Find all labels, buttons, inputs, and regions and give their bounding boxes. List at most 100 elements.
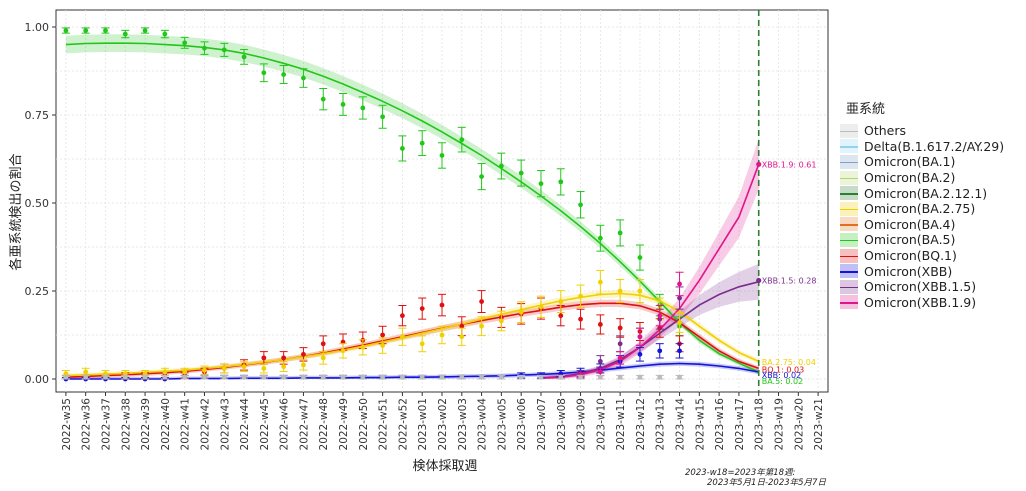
data-point [281, 364, 287, 370]
data-point [578, 374, 583, 380]
legend-swatch [840, 154, 858, 169]
end-label-marker [756, 161, 762, 167]
data-point [301, 75, 306, 81]
data-point [439, 374, 445, 380]
ribbon [65, 289, 759, 378]
data-point [103, 28, 108, 33]
end-label-marker [756, 277, 762, 284]
legend-swatch [840, 295, 858, 310]
data-point [419, 341, 425, 347]
data-point [637, 374, 643, 380]
data-point [617, 355, 623, 361]
data-point [617, 325, 623, 331]
legend-swatch [840, 201, 858, 216]
legend-swatch [840, 123, 858, 138]
data-point [281, 374, 287, 380]
data-point [637, 334, 643, 340]
data-point [558, 313, 564, 319]
x-tick-label: 2023-w02 [437, 398, 449, 450]
fitted-line [65, 302, 759, 378]
data-point [637, 288, 643, 294]
data-point [677, 374, 682, 380]
legend-swatch [840, 186, 858, 201]
data-point [498, 374, 504, 380]
data-point [221, 47, 227, 53]
y-tick-label: 0.50 [25, 197, 50, 210]
legend-label: Delta(B.1.617.2/AY.29) [864, 138, 1005, 154]
data-point [558, 374, 564, 380]
x-tick-label: 2023-w14 [675, 398, 687, 451]
legend-item: Omicron(XBB) [840, 263, 1022, 279]
x-tick-label: 2023-w20 [793, 398, 805, 450]
data-point [637, 351, 643, 357]
data-point [419, 140, 425, 146]
legend-label: Omicron(BA.2) [864, 170, 956, 186]
data-point [498, 318, 504, 324]
data-point [657, 374, 663, 380]
legend-item: Delta(B.1.617.2/AY.29) [840, 139, 1022, 155]
data-point [340, 102, 346, 107]
data-point [261, 70, 267, 76]
legend-item: Omicron(BA.4) [840, 217, 1022, 233]
x-tick-label: 2023-w10 [595, 398, 607, 450]
data-point [578, 316, 583, 322]
axes: 0.00 0.25 0.50 0.75 1.00 2022-w35 2022-w36 2022… [25, 10, 825, 451]
data-point [439, 302, 445, 308]
x-tick-label: 2022-w36 [81, 398, 93, 451]
data-point [419, 374, 425, 380]
data-point [439, 332, 445, 338]
data-point [419, 306, 425, 311]
x-tick-label: 2023-w12 [635, 398, 647, 450]
data-point [320, 355, 326, 361]
data-point [162, 369, 168, 375]
legend: 亜系統 Others Delta(B.1.617.2/AY.29) Omicron(… [840, 98, 1022, 310]
data-point [241, 364, 247, 370]
x-tick-label: 2023-w05 [496, 398, 508, 450]
data-point [558, 299, 564, 304]
legend-label: Omicron(XBB) [864, 263, 953, 279]
x-tick-label: 2023-w21 [813, 398, 825, 450]
data-point [241, 374, 247, 380]
fitted-line [65, 292, 760, 377]
data-point [538, 181, 544, 187]
data-point [518, 374, 524, 380]
legend-swatch [840, 248, 858, 263]
legend-item: Omicron(XBB.1.9) [840, 295, 1022, 311]
data-point [83, 369, 89, 375]
ribbon [65, 361, 759, 379]
legend-swatch [840, 170, 858, 185]
data-point [320, 341, 326, 347]
x-tick-label: 2022-w38 [120, 398, 132, 450]
y-tick-label: 0.75 [25, 109, 50, 122]
data-point [182, 374, 188, 380]
data-point [320, 374, 326, 380]
legend-item: Omicron(BA.2.12.1) [840, 185, 1022, 201]
end-label: BA.5: 0.02 [762, 377, 804, 386]
y-tick-label: 0.00 [25, 373, 50, 386]
legend-swatch [840, 217, 858, 232]
data-point [459, 323, 465, 329]
x-tick-label: 2023-w06 [516, 398, 528, 451]
data-point [122, 31, 128, 37]
data-point [479, 174, 484, 180]
legend-label: Others [864, 123, 907, 139]
data-point [657, 313, 663, 319]
data-point [380, 343, 386, 348]
x-tick-label: 2023-w17 [734, 398, 746, 450]
data-point [63, 28, 69, 33]
data-point [617, 288, 623, 294]
x-tick-label: 2022-w47 [298, 398, 310, 450]
data-point [162, 31, 168, 37]
legend-label: Omicron(BA.4) [864, 216, 956, 232]
ribbon [540, 263, 759, 379]
data-point [182, 369, 188, 375]
data-point [340, 374, 346, 380]
data-point [83, 374, 89, 380]
data-point [340, 348, 346, 354]
legend-item: Omicron(BA.1) [840, 154, 1022, 170]
data-point [301, 362, 306, 368]
footnote-line-2: 2023年5月1日-2023年5月7日 [707, 478, 826, 488]
data-point [400, 334, 405, 340]
data-point [498, 163, 504, 169]
